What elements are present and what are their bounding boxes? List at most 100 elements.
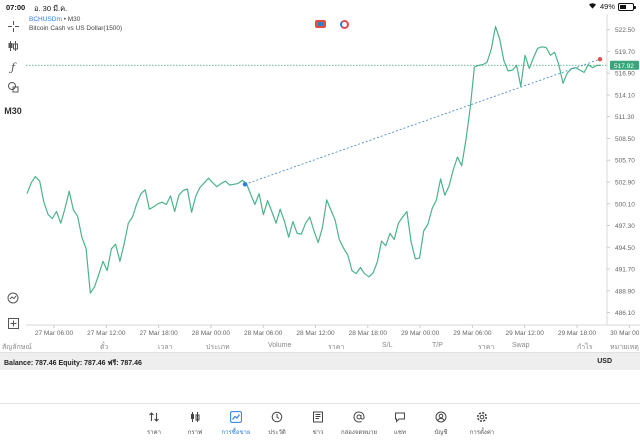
- chart-description: Bitcoin Cash vs US Dollar(1500): [29, 25, 123, 32]
- column-header[interactable]: สัญลักษณ์: [2, 344, 32, 351]
- column-header[interactable]: ตั๋ว: [100, 344, 109, 351]
- x-tick-label: 29 Mar 00:00: [401, 330, 440, 337]
- x-tick-label: 28 Mar 00:00: [192, 330, 231, 337]
- nav-item-quotes[interactable]: ราคา: [134, 409, 174, 437]
- function-icon[interactable]: ƒ: [10, 60, 16, 74]
- column-header[interactable]: ประเภท: [206, 344, 230, 351]
- current-price-tag: [610, 60, 639, 70]
- battery-fill: [620, 4, 626, 9]
- y-tick-label: 511.30: [615, 114, 635, 121]
- x-tick-label: 28 Mar 06:00: [244, 330, 283, 337]
- bottom-navigation: ราคา กราฟ การซื้อขาย ประวัติ ข่าว กล่องจดหมาย…: [0, 403, 640, 447]
- chart-timeframe: • M30: [63, 16, 81, 23]
- balance-currency: USD: [597, 358, 612, 365]
- y-tick-label: 508.50: [615, 136, 635, 143]
- trend-line-handle-end[interactable]: [597, 56, 603, 62]
- nav-item-label: บัญชี: [434, 430, 448, 436]
- nav-item-label: ข่าว: [312, 430, 324, 436]
- x-tick-label: 27 Mar 18:00: [139, 330, 178, 337]
- y-tick-label: 491.70: [615, 267, 635, 274]
- column-header[interactable]: Volume: [268, 342, 292, 349]
- balance-row: Balance: 787.46 Equity: 787.46 ฟรี: 787.…: [0, 353, 640, 370]
- x-tick-label: 27 Mar 12:00: [87, 330, 126, 337]
- price-series-line: [26, 25, 602, 294]
- add-icon[interactable]: [3, 315, 23, 331]
- left-toolbar: ƒ M30: [0, 14, 26, 329]
- column-header[interactable]: เวลา: [158, 344, 173, 351]
- x-tick-label: 27 Mar 06:00: [35, 330, 74, 337]
- nav-item-mailbox[interactable]: กล่องจดหมาย: [339, 409, 379, 437]
- x-tick-label: 28 Mar 12:00: [296, 330, 335, 337]
- column-header[interactable]: ราคา: [328, 344, 345, 351]
- y-tick-label: 505.70: [615, 158, 635, 165]
- nav-item-trade[interactable]: การซื้อขาย: [216, 409, 256, 437]
- crosshair-icon[interactable]: [3, 18, 23, 34]
- wifi-icon: [588, 2, 597, 11]
- one-click-trading-icon[interactable]: [315, 20, 326, 28]
- y-tick-label: 514.10: [615, 92, 635, 99]
- x-tick-label: 28 Mar 18:00: [349, 330, 388, 337]
- settings-icon: [462, 409, 502, 425]
- chart-header: BCHUSDm • M30 Bitcoin Cash vs US Dollar(…: [29, 15, 122, 33]
- nav-item-chart[interactable]: กราฟ: [175, 409, 215, 437]
- y-tick-label: 488.90: [615, 288, 635, 295]
- status-bar: 07:00 อ. 30 มี.ค. 49%: [0, 0, 640, 14]
- chart-search-icon[interactable]: [3, 290, 23, 306]
- nav-item-label: กล่องจดหมาย: [340, 430, 378, 436]
- status-time: 07:00: [6, 3, 26, 12]
- price-chart[interactable]: BCHUSDm • M30 Bitcoin Cash vs US Dollar(…: [26, 14, 640, 339]
- x-tick-label: 29 Mar 12:00: [506, 330, 545, 337]
- y-tick-label: 502.90: [615, 179, 635, 186]
- nav-item-label: แชท: [394, 430, 406, 436]
- nav-item-label: ประวัติ: [268, 430, 286, 436]
- column-header[interactable]: หมายเหตุ: [610, 344, 639, 351]
- chart-icon: [175, 409, 215, 425]
- chat-icon: [380, 409, 420, 425]
- status-date: อ. 30 มี.ค.: [34, 4, 68, 13]
- nav-item-label: ราคา: [147, 430, 161, 436]
- shapes-icon[interactable]: [3, 79, 23, 95]
- history-icon: [257, 409, 297, 425]
- y-tick-label: 516.90: [615, 71, 635, 78]
- nav-item-settings[interactable]: การตั้งค่า: [462, 409, 502, 437]
- y-tick-label: 486.10: [615, 310, 635, 317]
- battery-percent: 49%: [599, 2, 615, 11]
- column-header[interactable]: S/L: [382, 342, 393, 349]
- y-tick-label: 497.30: [615, 223, 635, 230]
- x-tick-label: 30 Mar 00:00: [610, 330, 640, 337]
- status-right: 49%: [588, 2, 636, 11]
- current-price-label: 517.92: [614, 63, 634, 70]
- y-tick-label: 519.70: [615, 49, 635, 56]
- y-tick-label: 522.50: [615, 27, 635, 34]
- chart-canvas[interactable]: 522.50 519.70 516.90 514.10 511.30 508.50 505.…: [26, 14, 640, 339]
- candlestick-icon[interactable]: [3, 38, 23, 54]
- trend-line-handle-start[interactable]: [242, 182, 248, 187]
- trend-line: [244, 58, 601, 185]
- nav-item-chat[interactable]: แชท: [380, 409, 420, 437]
- column-header[interactable]: T/P: [432, 342, 443, 349]
- chart-symbol[interactable]: BCHUSDm: [29, 16, 62, 23]
- x-tick-label: 29 Mar 06:00: [453, 330, 492, 337]
- nav-item-news[interactable]: ข่าว: [298, 409, 338, 437]
- news-icon: [298, 409, 338, 425]
- column-header[interactable]: กำไร: [577, 344, 593, 351]
- balance-text: Balance: 787.46 Equity: 787.46 ฟรี: 787.…: [4, 360, 142, 367]
- y-tick-label: 494.50: [615, 245, 635, 252]
- trade-levels-icon[interactable]: [340, 20, 349, 29]
- mailbox-icon: [339, 409, 379, 425]
- column-header[interactable]: ราคา: [478, 344, 495, 351]
- timeframe-button[interactable]: M30: [4, 106, 22, 116]
- y-tick-label: 500.10: [615, 201, 635, 208]
- nav-item-label: การซื้อขาย: [221, 430, 251, 436]
- nav-item-accounts[interactable]: บัญชี: [421, 409, 461, 437]
- quotes-icon: [134, 409, 174, 425]
- x-tick-label: 29 Mar 18:00: [558, 330, 597, 337]
- accounts-icon: [421, 409, 461, 425]
- battery-icon: [618, 2, 636, 11]
- column-header[interactable]: Swap: [512, 342, 530, 349]
- trade-icon: [216, 409, 256, 425]
- nav-item-history[interactable]: ประวัติ: [257, 409, 297, 437]
- nav-item-label: กราฟ: [187, 430, 203, 436]
- nav-item-label: การตั้งค่า: [469, 430, 495, 436]
- positions-table-header: สัญลักษณ์ ตั๋ว เวลา ประเภท Volume ราคา S/L T/P ร…: [0, 339, 640, 353]
